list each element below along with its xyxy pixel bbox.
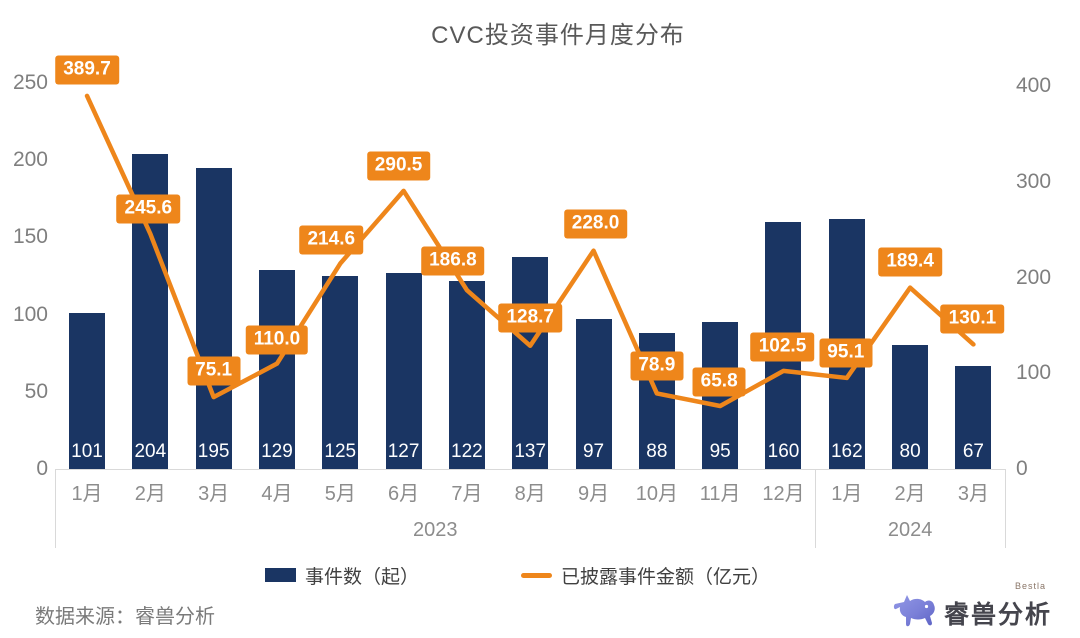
point-label-chip: 389.7 — [55, 55, 119, 85]
left-axis-tick: 50 — [24, 379, 48, 403]
bar-value-label: 122 — [451, 441, 483, 462]
x-axis-month-label: 2月 — [134, 483, 166, 505]
point-label-chip: 189.4 — [878, 247, 942, 277]
point-label-chip: 95.1 — [819, 338, 873, 368]
bar-value-label: 129 — [261, 441, 293, 462]
axis-band-left-border — [55, 469, 57, 548]
x-axis-baseline — [55, 469, 1006, 470]
x-axis-month-label: 3月 — [957, 483, 989, 505]
page-title: CVC投资事件月度分布 — [431, 22, 685, 49]
bar-value-label: 195 — [197, 441, 230, 462]
left-axis-tick: 0 — [36, 457, 48, 480]
bar — [195, 167, 232, 469]
legend: 事件数（起） 已披露事件金额（亿元） — [0, 563, 1080, 588]
point-label-chip: 130.1 — [940, 304, 1005, 334]
bar-value-label: 127 — [387, 441, 420, 462]
x-axis-month-label: 12月 — [762, 483, 805, 505]
bar-value-label: 97 — [582, 441, 605, 462]
right-axis-tick: 100 — [1016, 361, 1052, 385]
bar-value-label: 88 — [646, 441, 668, 462]
x-axis-month-label: 7月 — [451, 483, 483, 505]
right-axis-tick: 200 — [1016, 265, 1052, 289]
bar-value-label: 80 — [899, 441, 921, 462]
x-axis-year-label: 2024 — [887, 519, 933, 541]
x-axis-month-label: 11月 — [699, 483, 741, 505]
point-label-chip: 290.5 — [366, 151, 431, 181]
right-axis-tick: 0 — [1016, 457, 1028, 480]
x-axis-month-label: 3月 — [198, 483, 230, 505]
x-axis-month-label: 6月 — [388, 483, 420, 505]
bar-value-label: 67 — [962, 441, 984, 462]
bar-value-label: 137 — [514, 441, 547, 462]
legend-label-line: 已披露事件金额（亿元） — [561, 566, 771, 588]
bar-value-label: 204 — [134, 441, 167, 462]
legend-item-bars: 事件数（起） — [265, 563, 420, 588]
point-label-chip: 78.9 — [630, 351, 684, 381]
point-label-chip: 65.8 — [692, 367, 746, 397]
source-text: 数据来源：睿兽分析 — [35, 606, 215, 628]
year-divider — [815, 469, 817, 548]
x-axis-month-label: 1月 — [831, 483, 863, 505]
bar-swatch-icon — [265, 568, 296, 582]
bar-value-label: 95 — [709, 441, 731, 462]
beast-icon — [893, 595, 935, 627]
point-label-chip: 102.5 — [750, 332, 815, 362]
left-axis-tick: 100 — [12, 302, 48, 326]
left-axis-tick: 150 — [12, 225, 48, 249]
x-axis-month-label: 4月 — [261, 483, 293, 505]
left-axis-tick: 200 — [12, 148, 48, 172]
bar — [258, 269, 295, 469]
point-label-chip: 75.1 — [187, 356, 241, 386]
bar — [512, 257, 549, 469]
x-axis-month-label: 2月 — [894, 483, 926, 505]
point-label-chip: 186.8 — [421, 246, 485, 276]
bar-value-label: 101 — [71, 441, 103, 462]
legend-label-bars: 事件数（起） — [305, 566, 420, 588]
brand-tag: Bestla — [1015, 581, 1047, 591]
point-label-chip: 214.6 — [299, 225, 364, 255]
right-axis-tick: 300 — [1016, 169, 1052, 193]
brand-logo: Bestla 睿兽分析 — [893, 581, 1053, 631]
x-axis-month-label: 8月 — [514, 483, 546, 505]
axis-band-right-border — [1005, 469, 1007, 548]
x-axis-month-label: 1月 — [71, 483, 103, 505]
brand-name: 睿兽分析 — [944, 601, 1053, 629]
line-swatch-icon — [521, 572, 552, 578]
right-axis-tick: 400 — [1016, 74, 1052, 97]
point-label-chip: 110.0 — [245, 325, 309, 355]
bar-value-label: 160 — [767, 441, 800, 462]
left-axis-tick: 250 — [12, 71, 48, 94]
point-label-chip: 228.0 — [563, 209, 628, 239]
bar-value-label: 125 — [324, 441, 357, 462]
point-label-chip: 128.7 — [498, 303, 562, 333]
bar-value-label: 162 — [830, 441, 863, 462]
point-label-chip: 245.6 — [116, 194, 181, 224]
x-axis-month-label: 5月 — [324, 483, 356, 505]
bar — [385, 272, 422, 469]
x-axis-month-label: 9月 — [577, 483, 610, 505]
x-axis-year-label: 2023 — [412, 519, 458, 541]
x-axis-month-label: 10月 — [635, 483, 678, 505]
legend-item-line: 已披露事件金额（亿元） — [521, 563, 771, 588]
